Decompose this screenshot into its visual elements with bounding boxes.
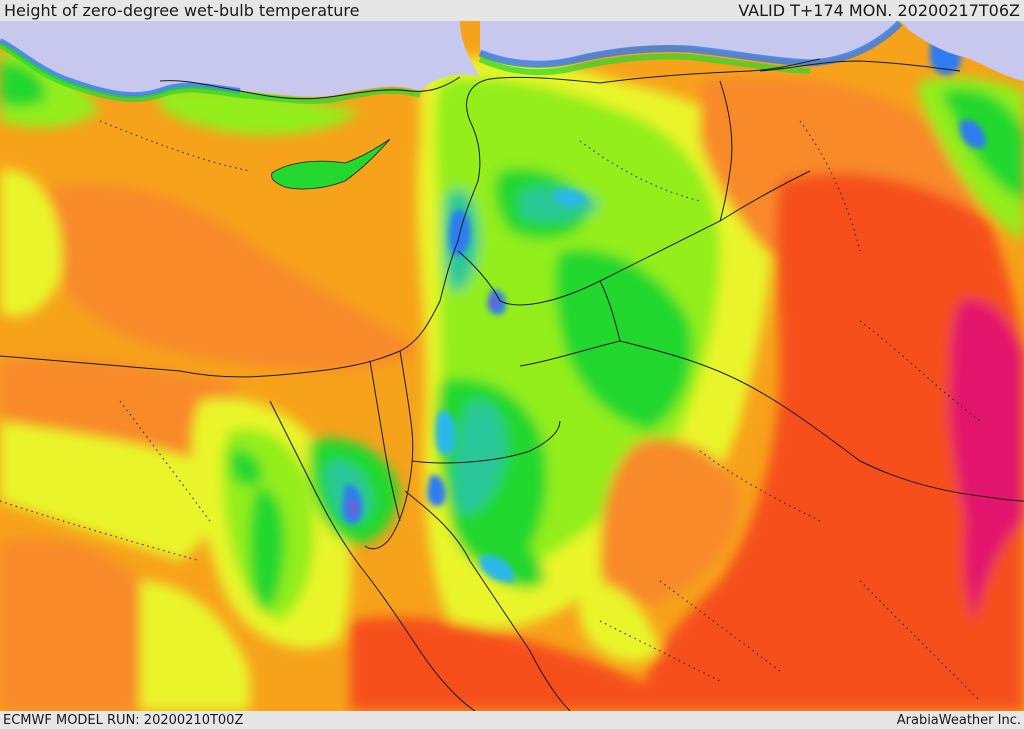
sea-north-east	[480, 21, 900, 63]
cyprus	[271, 138, 391, 190]
admin-boundaries	[0, 120, 981, 702]
map-footer: ECMWF MODEL RUN: 20200210T00Z ArabiaWeat…	[0, 711, 1024, 729]
map-title: Height of zero-degree wet-bulb temperatu…	[4, 1, 360, 20]
borders	[0, 58, 1024, 711]
credit: ArabiaWeather Inc.	[896, 712, 1021, 728]
temperature-field	[0, 51, 1024, 711]
weather-map[interactable]	[0, 21, 1024, 711]
model-run: ECMWF MODEL RUN: 20200210T00Z	[3, 712, 244, 728]
valid-time: VALID T+174 MON. 20200217T06Z	[738, 1, 1020, 20]
sea-north-west	[0, 21, 480, 97]
map-header: Height of zero-degree wet-bulb temperatu…	[0, 0, 1024, 21]
map-canvas	[0, 21, 1024, 711]
sea-caspian	[900, 21, 1024, 81]
